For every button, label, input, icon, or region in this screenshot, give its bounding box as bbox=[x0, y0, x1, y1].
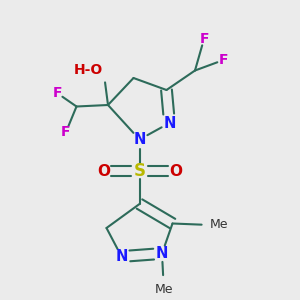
Text: N: N bbox=[156, 246, 168, 261]
Text: Me: Me bbox=[154, 283, 173, 296]
Text: F: F bbox=[61, 125, 71, 139]
Text: S: S bbox=[134, 162, 146, 180]
Text: O: O bbox=[97, 164, 110, 178]
Text: F: F bbox=[199, 32, 209, 46]
Text: F: F bbox=[52, 86, 62, 100]
Text: H-O: H-O bbox=[74, 64, 103, 77]
Text: F: F bbox=[219, 53, 228, 67]
Text: Me: Me bbox=[210, 218, 229, 232]
Text: N: N bbox=[133, 132, 146, 147]
Text: N: N bbox=[163, 116, 176, 130]
Text: N: N bbox=[115, 249, 128, 264]
Text: O: O bbox=[169, 164, 182, 178]
